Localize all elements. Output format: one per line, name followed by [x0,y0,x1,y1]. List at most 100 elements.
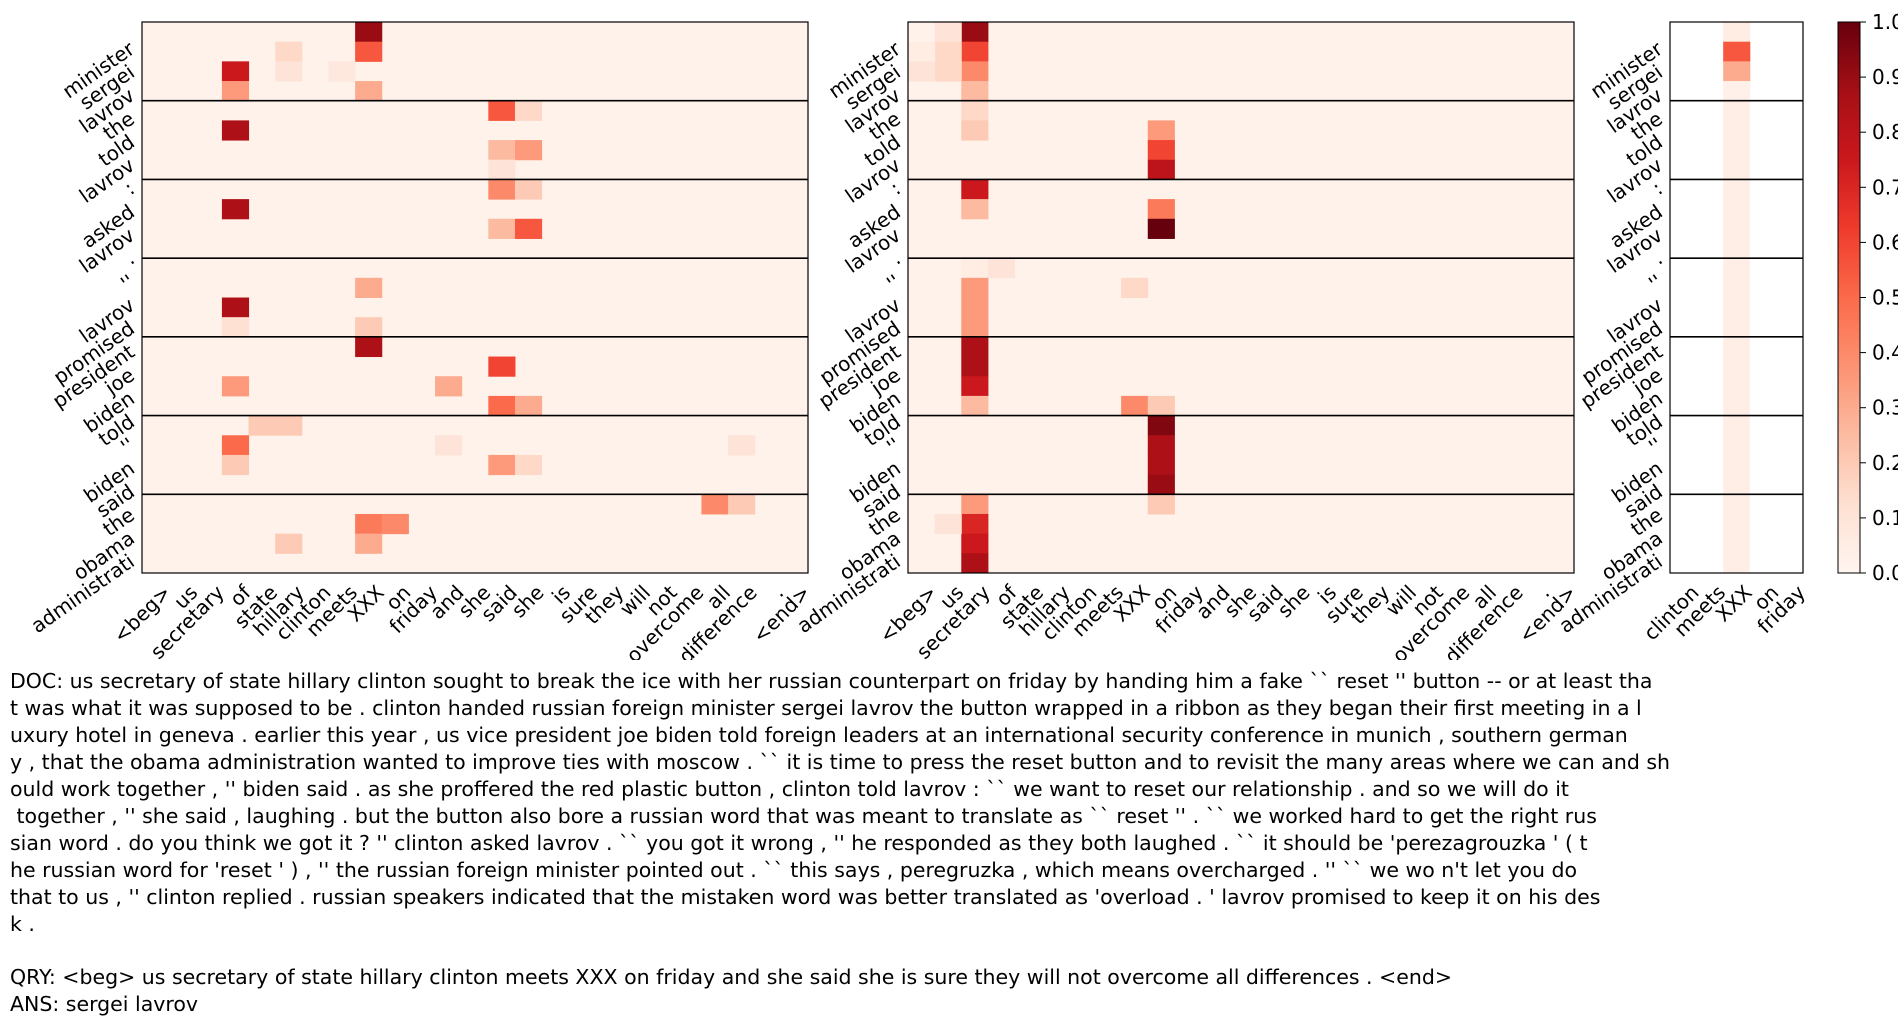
heatmap-cell [961,336,989,358]
colorbar-tick-label: 0.4 [1872,341,1898,365]
heatmap-cell [961,356,989,377]
heatmap-cell [987,258,1016,279]
colorbar-tick-label: 0.8 [1872,120,1898,144]
heatmap-cell [908,41,936,62]
colorbar-tick-label: 0.7 [1872,175,1898,199]
heatmap-panel-right: clintonmeetsXXXonfridayministersergeilav… [1554,21,1810,645]
heatmap-cell [934,61,962,82]
heatmap-cell [221,376,250,397]
doc-line: together , '' she said , laughing . but … [10,804,1597,828]
heatmap-cell [1121,277,1149,298]
heatmap-cell [488,140,516,161]
y-tick-label: '' [1644,269,1667,295]
colorbar-tick-label: 0.6 [1872,230,1898,254]
colorbar-gradient [1837,21,1861,574]
y-tick-label: '' [116,269,139,295]
heatmap-cell [435,435,463,456]
heatmap-cell [1723,41,1751,62]
heatmap-cell [355,533,383,554]
heatmap-cell [961,41,989,62]
heatmap-cell [328,61,356,82]
heatmap-cell [961,553,989,574]
y-tick-label: : [1648,176,1667,200]
doc-line: he russian word for 'reset ' ) , '' the … [10,858,1578,882]
heatmap-cell [248,415,276,436]
doc-line: k . [10,912,35,936]
heatmap-cell [961,376,989,397]
heatmap-cell [701,494,729,515]
query-text: QRY: <beg> us secretary of state hillary… [10,965,1453,989]
heatmap-cell [514,179,543,200]
heatmap-cell [1723,81,1751,102]
y-tick-label: . [886,246,905,269]
heatmap-cell [488,454,516,476]
heatmap-cell [275,61,303,82]
heatmap-cell [1147,218,1175,239]
heatmap-cell [1121,395,1149,417]
heatmap-cell [355,22,383,43]
y-tick-label: '' [116,433,139,459]
heatmap-cell [514,140,543,161]
heatmap-cell [1723,22,1751,43]
heatmap-cell [221,120,250,141]
colorbar-tick-label: 0.0 [1872,561,1898,585]
heatmap-cell [1147,120,1175,141]
heatmap-cell [514,454,543,476]
heatmap-cell [221,454,250,476]
heatmap-cell [961,513,989,535]
y-tick-label: '' [882,269,905,295]
heatmap-cell [514,395,543,417]
doc-line: sian word . do you think we got it ? '' … [10,831,1588,855]
heatmap-cell [961,100,989,121]
heatmap-cell [934,513,962,535]
heatmap-cell [961,277,989,298]
heatmap-cell [221,61,250,82]
y-tick-label: . [1648,246,1667,269]
heatmap-cell [221,81,250,102]
heatmap-cell [908,61,936,82]
heatmap-column-baseline [1723,22,1750,573]
heatmap-cell [488,218,516,239]
colorbar-tick-label: 0.2 [1872,451,1898,475]
heatmap-cell [728,435,756,456]
heatmap-cell [514,100,543,121]
heatmap-cell [355,81,383,102]
heatmap-cell [1147,159,1175,180]
heatmap-cell [728,494,756,515]
doc-line: uxury hotel in geneva . earlier this yea… [10,723,1628,747]
heatmap-cell [961,120,989,141]
heatmap-cell [221,199,250,220]
y-tick-label: : [886,176,905,200]
heatmap-cell [1147,474,1175,495]
heatmap-cell [381,513,409,535]
heatmap-cell [961,179,989,200]
heatmap-cell [1147,395,1175,417]
heatmap-cell [488,395,516,417]
y-tick-label: '' [882,433,905,459]
axes-frame [907,21,1575,574]
heatmap-cell [961,317,989,338]
doc-line: ould work together , '' biden said . as … [10,777,1569,801]
heatmap-cell [1147,435,1175,456]
heatmap-cell [1147,199,1175,220]
heatmap-cell [514,218,543,239]
heatmap-cell [275,41,303,62]
doc-line: y , that the obama administration wanted… [10,750,1671,774]
document-text: DOC: us secretary of state hillary clint… [10,668,1890,938]
doc-line: that to us , '' clinton replied . russia… [10,885,1601,909]
heatmap-panel-left: <beg>ussecretaryofstatehillaryclintonmee… [26,21,815,660]
heatmap-cell [488,356,516,377]
heatmap-cell [961,61,989,82]
heatmap-cell [961,199,989,220]
heatmap-background [908,22,1574,573]
doc-line: DOC: us secretary of state hillary clint… [10,669,1653,693]
heatmap-cell [488,179,516,200]
y-tick-label: '' [1644,433,1667,459]
colorbar-tick-label: 0.3 [1872,396,1898,420]
heatmap-cell [1723,61,1751,82]
heatmap-cell [355,41,383,62]
attention-figure: <beg>ussecretaryofstatehillaryclintonmee… [26,10,1898,660]
heatmap-cell [961,494,989,515]
axes-frame [1669,21,1804,574]
x-tick-label: she [507,580,549,622]
